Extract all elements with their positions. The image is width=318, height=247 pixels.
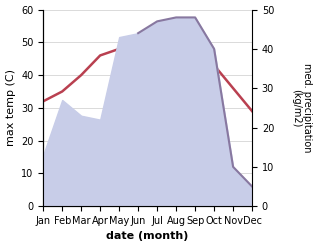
Y-axis label: max temp (C): max temp (C) — [5, 69, 16, 146]
Y-axis label: med. precipitation
(kg/m2): med. precipitation (kg/m2) — [291, 63, 313, 153]
X-axis label: date (month): date (month) — [107, 231, 189, 242]
